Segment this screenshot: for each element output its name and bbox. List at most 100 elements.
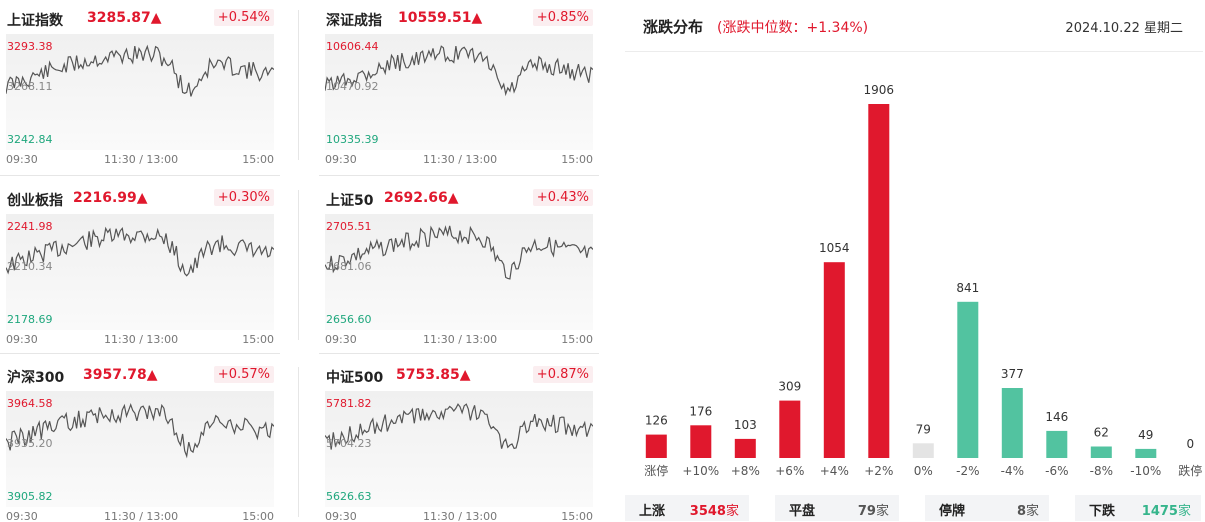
bar-5[interactable] — [868, 104, 890, 458]
price-line — [325, 403, 593, 450]
index-value: 3285.87▲ — [87, 10, 162, 26]
intraday-line-chart — [6, 391, 274, 507]
distribution-panel: 涨跌分布 (涨跌中位数：+1.34%) 2024.10.22 星期二 126 涨停… — [625, 0, 1203, 522]
time-end: 15:00 — [242, 510, 274, 522]
bar-3[interactable] — [779, 400, 801, 458]
intraday-line-chart — [6, 214, 274, 330]
bar-value-label: 1054 — [819, 241, 850, 255]
time-start: 09:30 — [325, 510, 357, 522]
intraday-line-chart — [325, 391, 593, 507]
bar-10[interactable] — [1090, 446, 1112, 459]
axis-low-label: 3905.82 — [7, 490, 53, 503]
index-card-zz500[interactable]: 中证500 5753.85▲ +0.87% 5781.82 5704.23 56… — [319, 357, 599, 522]
summary-value: 3548家 — [689, 504, 739, 519]
bar-6[interactable] — [912, 443, 934, 458]
bar-category-label: -8% — [1090, 464, 1113, 478]
bar-1[interactable] — [690, 425, 712, 458]
index-name: 中证500 — [326, 370, 384, 386]
row-divider — [319, 353, 599, 354]
bar-category-label: +6% — [775, 464, 804, 478]
bar-8[interactable] — [1001, 388, 1023, 458]
bar-category-label: -2% — [956, 464, 979, 478]
axis-high-label: 3293.38 — [7, 40, 53, 53]
axis-low-label: 2178.69 — [7, 313, 53, 326]
bar-category-label: 跌停 — [1178, 463, 1202, 478]
index-value: 2216.99▲ — [73, 190, 148, 206]
time-mid: 11:30 / 13:00 — [104, 153, 179, 166]
intraday-chart: 3964.58 3935.20 3905.82 — [6, 391, 274, 507]
time-axis: 09:30 11:30 / 13:00 15:00 — [6, 333, 274, 347]
price-line — [6, 402, 274, 459]
row-divider — [0, 175, 280, 176]
index-change-badge: +0.54% — [213, 9, 274, 26]
card-header: 上证50 2692.66▲ +0.43% — [326, 189, 593, 210]
bar-value-label: 49 — [1138, 428, 1153, 442]
axis-high-label: 2705.51 — [326, 220, 372, 233]
axis-high-label: 2241.98 — [7, 220, 53, 233]
index-change-badge: +0.85% — [532, 9, 593, 26]
index-value: 10559.51▲ — [398, 10, 483, 26]
bar-7[interactable] — [957, 301, 979, 458]
time-start: 09:30 — [325, 333, 357, 346]
index-value: 5753.85▲ — [396, 367, 471, 383]
time-mid: 11:30 / 13:00 — [423, 510, 498, 522]
row-divider — [319, 175, 599, 176]
intraday-chart: 10606.44 10470.92 10335.39 — [325, 34, 593, 150]
bar-value-label: 62 — [1094, 426, 1109, 440]
time-start: 09:30 — [6, 333, 38, 346]
intraday-line-chart — [325, 34, 593, 150]
distribution-median: (涨跌中位数：+1.34%) — [717, 20, 869, 36]
time-axis: 09:30 11:30 / 13:00 15:00 — [325, 333, 593, 347]
column-divider — [298, 367, 299, 517]
index-card-sz[interactable]: 深证成指 10559.51▲ +0.85% 10606.44 10470.92 … — [319, 0, 599, 170]
index-change-badge: +0.43% — [532, 189, 593, 206]
bar-value-label: 126 — [645, 414, 668, 428]
bar-value-label: 0 — [1186, 437, 1194, 451]
summary-down: 下跌 1475家 — [1075, 495, 1201, 521]
index-name: 创业板指 — [7, 193, 63, 209]
index-card-sh[interactable]: 上证指数 3285.87▲ +0.54% 3293.38 3268.11 324… — [0, 0, 280, 170]
axis-mid-label: 10470.92 — [326, 80, 379, 93]
bar-category-label: 0% — [914, 464, 933, 478]
bar-value-label: 79 — [916, 422, 931, 436]
chart-background — [325, 391, 593, 507]
up-arrow-icon: ▲ — [459, 367, 471, 383]
bar-category-label: -10% — [1130, 464, 1161, 478]
bar-value-label: 841 — [956, 281, 979, 295]
time-mid: 11:30 / 13:00 — [423, 333, 498, 346]
bar-2[interactable] — [734, 438, 756, 458]
card-header: 沪深300 3957.78▲ +0.57% — [7, 366, 274, 387]
distribution-bar-chart: 126 涨停 176 +10% 103 +8% 309 +6% 1054 +4% 1906 +2% 79… — [644, 83, 1202, 478]
summary-value: 1475家 — [1141, 504, 1191, 519]
bar-value-label: 103 — [734, 418, 757, 432]
intraday-chart: 2705.51 2681.06 2656.60 — [325, 214, 593, 330]
bar-0[interactable] — [645, 434, 667, 458]
time-end: 15:00 — [561, 333, 593, 346]
axis-high-label: 5781.82 — [326, 397, 372, 410]
bar-4[interactable] — [823, 262, 845, 458]
intraday-line-chart — [325, 214, 593, 330]
index-card-sz50[interactable]: 上证50 2692.66▲ +0.43% 2705.51 2681.06 265… — [319, 180, 599, 350]
up-arrow-icon: ▲ — [471, 10, 483, 26]
index-value: 3957.78▲ — [83, 367, 158, 383]
time-axis: 09:30 11:30 / 13:00 15:00 — [6, 153, 274, 167]
intraday-line-chart — [6, 34, 274, 150]
distribution-date: 2024.10.22 星期二 — [1065, 21, 1183, 36]
price-line — [325, 45, 593, 97]
up-arrow-icon: ▲ — [146, 367, 158, 383]
bar-value-label: 1906 — [864, 83, 895, 97]
card-header: 深证成指 10559.51▲ +0.85% — [326, 9, 593, 30]
bar-9[interactable] — [1046, 430, 1068, 458]
column-divider — [298, 190, 299, 340]
chart-background — [6, 34, 274, 150]
bar-11[interactable] — [1135, 448, 1157, 458]
time-mid: 11:30 / 13:00 — [423, 153, 498, 166]
intraday-chart: 3293.38 3268.11 3242.84 — [6, 34, 274, 150]
axis-mid-label: 3935.20 — [7, 437, 53, 450]
index-name: 深证成指 — [326, 13, 382, 29]
price-line — [6, 44, 274, 97]
axis-mid-label: 2210.34 — [7, 260, 53, 273]
time-axis: 09:30 11:30 / 13:00 15:00 — [325, 510, 593, 522]
index-card-cyb[interactable]: 创业板指 2216.99▲ +0.30% 2241.98 2210.34 217… — [0, 180, 280, 350]
index-card-hs300[interactable]: 沪深300 3957.78▲ +0.57% 3964.58 3935.20 39… — [0, 357, 280, 522]
